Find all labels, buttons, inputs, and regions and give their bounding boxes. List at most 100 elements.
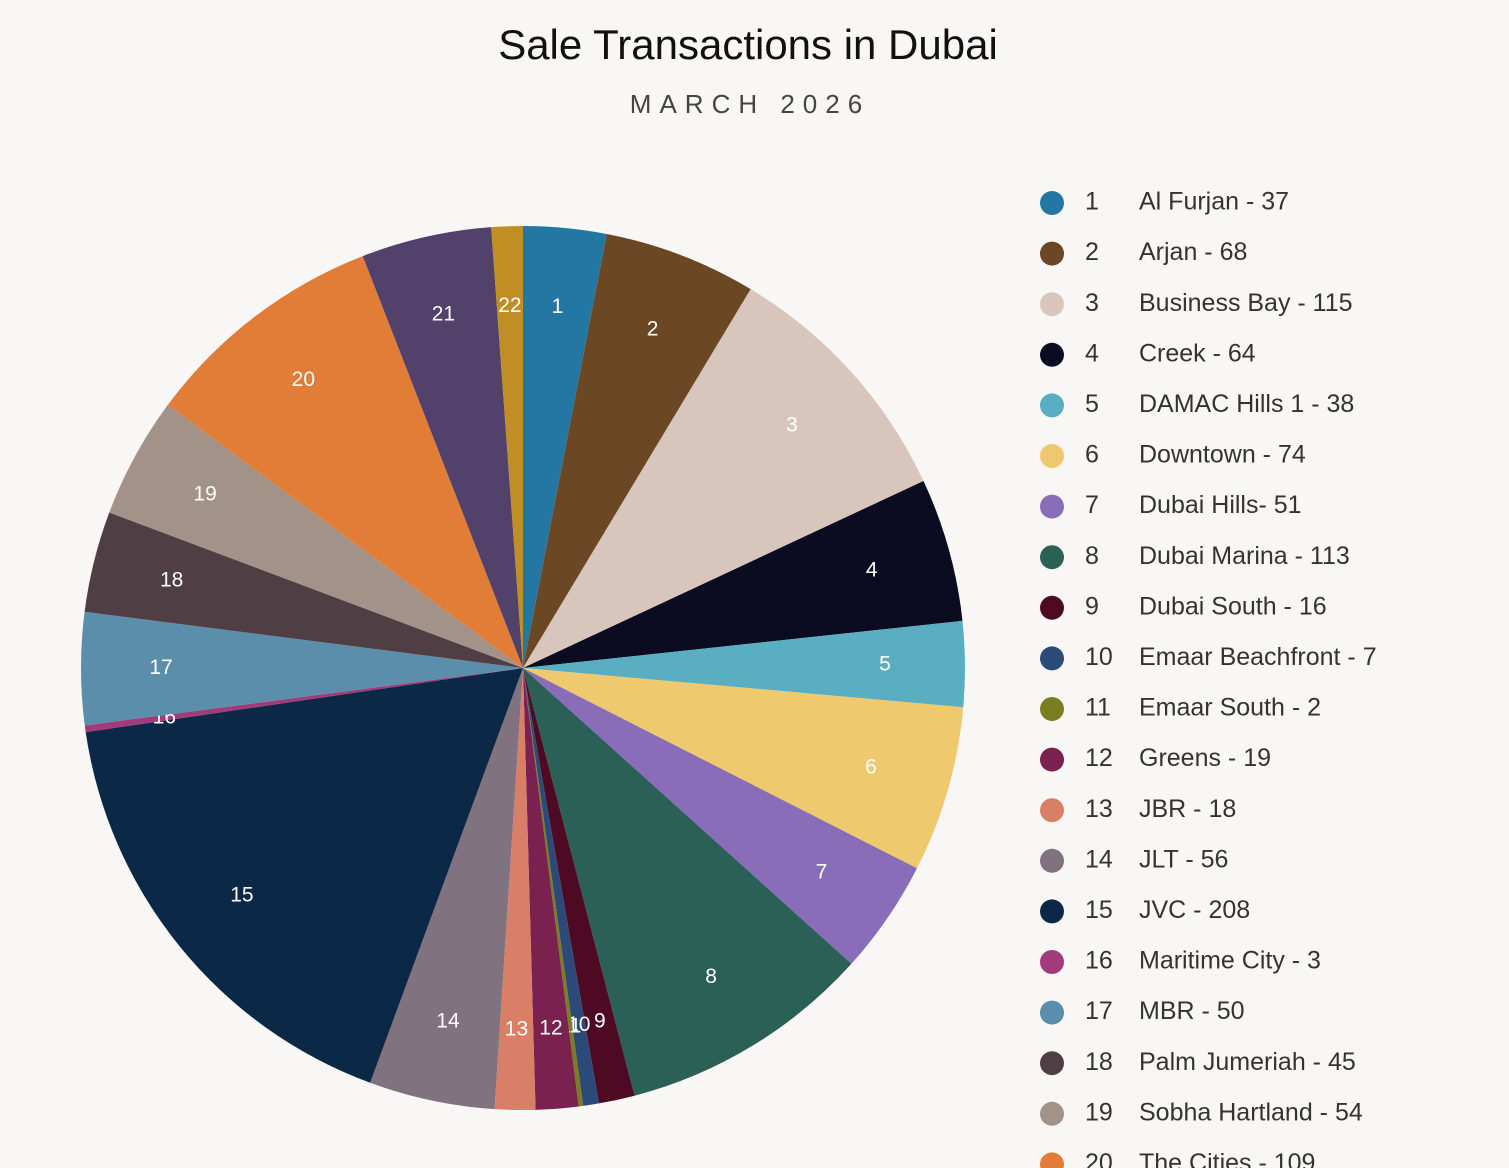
legend-swatch — [1040, 494, 1064, 519]
pie-slice — [491, 226, 523, 668]
pie-slice — [523, 668, 852, 1096]
slice-label: 17 — [149, 656, 172, 679]
legend-id: 14 — [1085, 845, 1113, 873]
legend-swatch — [1040, 798, 1064, 823]
slice-label: 2 — [647, 318, 659, 341]
legend-id: 6 — [1085, 441, 1099, 469]
legend-id: 15 — [1085, 896, 1113, 924]
legend-swatch — [1040, 1152, 1064, 1168]
legend-id: 3 — [1085, 289, 1099, 317]
chart-subtitle: MARCH 2026 — [630, 89, 870, 119]
slice-label: 10 — [567, 1013, 590, 1036]
legend-swatch — [1040, 1101, 1064, 1126]
slice-label: 19 — [193, 482, 216, 505]
legend-label: Dubai Marina - 113 — [1139, 542, 1350, 570]
legend-swatch — [1040, 1051, 1064, 1076]
pie-slice — [523, 289, 924, 668]
pie-slice — [370, 668, 523, 1110]
legend-label: MBR - 50 — [1139, 997, 1245, 1025]
legend-label: Greens - 19 — [1139, 744, 1271, 772]
legend-label: Business Bay - 115 — [1139, 289, 1353, 317]
legend-label: Creek - 64 — [1139, 339, 1256, 367]
pie-slice — [362, 227, 523, 668]
pie-slice — [523, 668, 584, 1107]
legend-id: 20 — [1085, 1149, 1113, 1168]
legend-swatch — [1040, 545, 1064, 570]
legend-id: 18 — [1085, 1048, 1113, 1076]
pie-slice — [523, 226, 607, 668]
slice-label: 6 — [865, 755, 877, 778]
legend-label: DAMAC Hills 1 - 38 — [1139, 390, 1354, 418]
pie-slice — [523, 668, 964, 869]
legend-swatch — [1040, 241, 1064, 266]
legend-label: Sobha Hartland - 54 — [1139, 1098, 1363, 1126]
slice-label: 18 — [160, 568, 183, 591]
legend-label: Emaar Beachfront - 7 — [1139, 643, 1377, 671]
chart-title: Sale Transactions in Dubai — [498, 21, 998, 68]
slice-label: 13 — [505, 1017, 528, 1040]
legend-swatch — [1040, 950, 1064, 974]
slice-label: 14 — [436, 1010, 460, 1033]
slice-label: 4 — [866, 558, 878, 581]
legend-label: Palm Jumeriah - 45 — [1139, 1048, 1356, 1076]
pie-slice — [109, 404, 523, 668]
legend-swatch — [1040, 697, 1064, 721]
legend-label: Arjan - 68 — [1139, 238, 1247, 266]
pie-slice — [80, 611, 523, 726]
legend-swatch — [1040, 292, 1064, 317]
legend-id: 4 — [1085, 339, 1099, 367]
legend-label: JVC - 208 — [1139, 896, 1250, 924]
slice-label: 21 — [432, 302, 455, 325]
pie-slice — [523, 234, 751, 668]
legend-id: 19 — [1085, 1098, 1113, 1126]
pie-slice — [523, 668, 918, 964]
legend-label: Downtown - 74 — [1139, 441, 1306, 469]
legend-label: Dubai Hills- 51 — [1139, 491, 1302, 519]
slice-label: 3 — [786, 413, 798, 436]
legend-label: JBR - 18 — [1139, 795, 1236, 823]
pie-slice — [523, 620, 965, 708]
pie-slice — [84, 668, 523, 733]
slice-label: 12 — [539, 1016, 562, 1039]
legend-id: 16 — [1085, 947, 1113, 975]
legend-swatch — [1040, 747, 1064, 772]
pie-slice — [523, 668, 635, 1104]
slice-label: 1 — [552, 295, 564, 318]
pie-slice — [523, 668, 579, 1110]
slice-label: 8 — [705, 965, 717, 988]
legend-id: 17 — [1085, 997, 1113, 1025]
legend-id: 2 — [1085, 238, 1099, 266]
legend-swatch — [1040, 191, 1064, 215]
pie-slice — [167, 256, 523, 668]
legend-id: 12 — [1085, 744, 1113, 772]
slice-label: 22 — [498, 294, 521, 317]
slice-label: 9 — [594, 1009, 606, 1032]
legend-swatch — [1040, 646, 1064, 671]
pie-slice — [494, 668, 536, 1110]
legend-id: 9 — [1085, 592, 1099, 620]
legend-id: 1 — [1085, 188, 1099, 216]
legend-swatch — [1040, 1000, 1064, 1025]
legend-swatch — [1040, 393, 1064, 418]
legend-id: 5 — [1085, 390, 1099, 418]
slice-label: 7 — [816, 860, 828, 883]
legend-label: Maritime City - 3 — [1139, 947, 1321, 975]
legend-label: JLT - 56 — [1139, 845, 1228, 873]
legend-label: Dubai South - 16 — [1139, 592, 1327, 620]
slice-label: 5 — [879, 652, 891, 675]
legend-id: 13 — [1085, 795, 1113, 823]
legend-label: Emaar South - 2 — [1139, 694, 1321, 722]
pie-slice — [85, 668, 524, 1083]
legend-id: 11 — [1085, 694, 1111, 722]
legend-id: 10 — [1085, 643, 1113, 671]
pie-slice — [523, 481, 963, 668]
legend-swatch — [1040, 444, 1064, 468]
legend-swatch — [1040, 848, 1064, 873]
legend-id: 8 — [1085, 542, 1099, 570]
legend-label: Al Furjan - 37 — [1139, 188, 1289, 216]
pie-slice — [523, 668, 599, 1106]
legend-label: The Cities - 109 — [1139, 1149, 1315, 1168]
pie-slice — [84, 512, 524, 668]
